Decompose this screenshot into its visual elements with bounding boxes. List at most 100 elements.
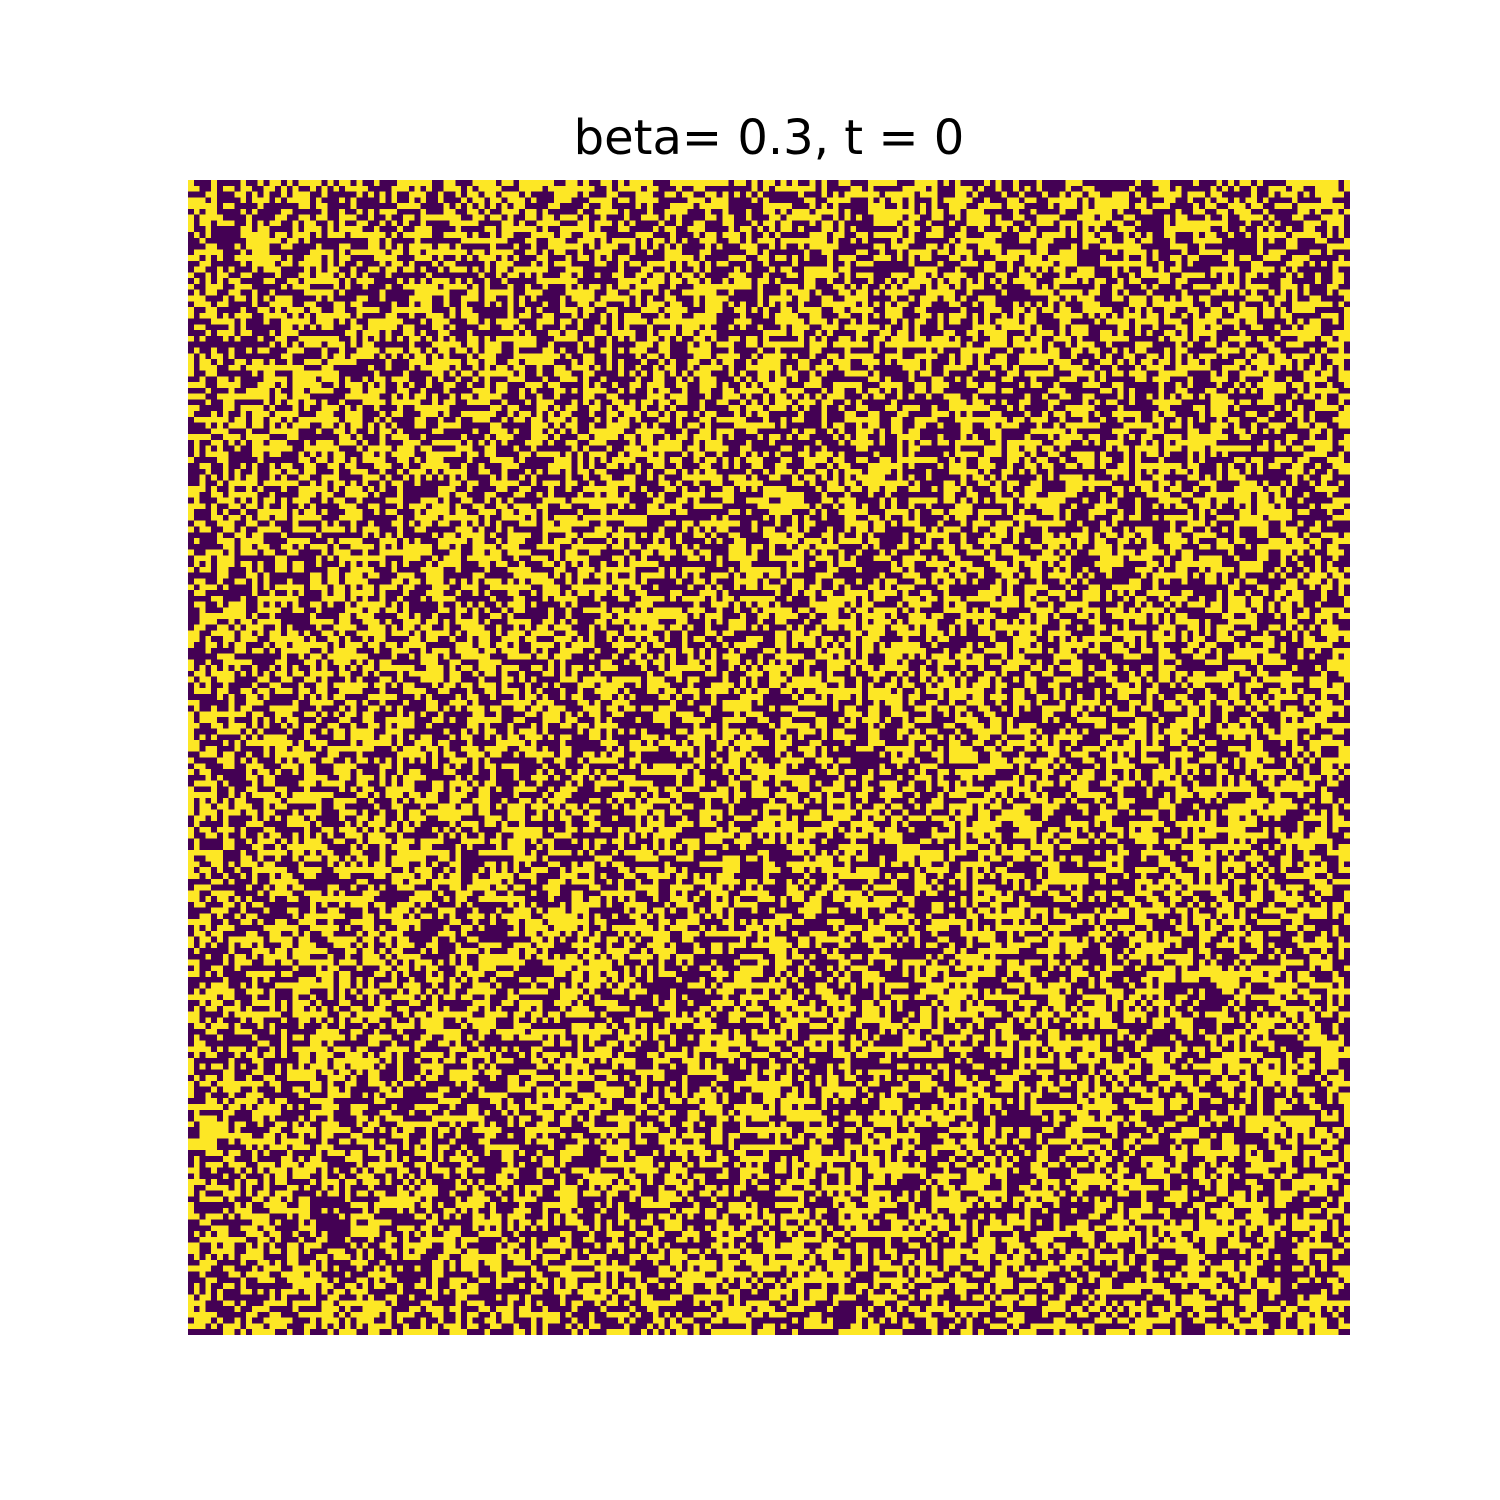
heatmap-cell <box>670 722 694 729</box>
heatmap-cell <box>670 434 677 440</box>
heatmap-cell <box>478 451 485 458</box>
heatmap-cell <box>699 480 711 487</box>
heatmap-cell <box>728 197 752 204</box>
heatmap-cell <box>641 289 653 296</box>
heatmap-cell <box>426 359 433 365</box>
heatmap-cell <box>304 607 316 614</box>
heatmap-cell <box>861 549 880 556</box>
heatmap-cell <box>716 722 723 729</box>
heatmap-cell <box>1117 474 1124 481</box>
heatmap-cell <box>1030 659 1037 666</box>
heatmap-cell <box>280 451 299 458</box>
heatmap-cell <box>240 503 247 510</box>
heatmap-cell <box>925 613 932 619</box>
heatmap-cell <box>188 613 200 619</box>
heatmap-cell <box>455 208 467 215</box>
heatmap-cell <box>960 180 984 186</box>
heatmap-cell <box>716 514 723 521</box>
heatmap-cell <box>1007 693 1014 700</box>
heatmap-cell <box>315 376 322 383</box>
heatmap-cell <box>769 451 775 458</box>
heatmap-cell <box>1030 185 1037 192</box>
heatmap-cell <box>902 255 909 261</box>
heatmap-cell <box>1047 717 1054 723</box>
heatmap-cell <box>641 353 647 360</box>
heatmap-cell <box>1013 486 1025 492</box>
heatmap-cell <box>716 411 735 417</box>
heatmap-cell <box>908 711 926 718</box>
heatmap-cell <box>972 255 996 261</box>
heatmap-cell <box>1291 278 1316 284</box>
heatmap-cell <box>327 208 340 215</box>
heatmap-cell <box>269 249 311 256</box>
heatmap-cell <box>548 266 566 273</box>
heatmap-cell <box>734 428 746 435</box>
heatmap-cell <box>943 509 950 515</box>
heatmap-cell <box>815 370 822 377</box>
heatmap-cell <box>507 474 520 481</box>
heatmap-cell <box>577 330 595 336</box>
heatmap-cell <box>449 503 456 510</box>
heatmap-cell <box>1262 260 1287 267</box>
heatmap-cell <box>798 642 804 648</box>
heatmap-cell <box>617 191 636 198</box>
heatmap-cell <box>234 520 247 527</box>
heatmap-cell <box>1129 266 1141 273</box>
heatmap-cell <box>757 451 764 458</box>
heatmap-cell <box>670 341 688 348</box>
heatmap-cell <box>803 734 822 741</box>
heatmap-cell <box>217 180 241 186</box>
heatmap-cell <box>286 509 293 515</box>
heatmap-cell <box>763 301 769 308</box>
heatmap-cell <box>769 185 775 192</box>
heatmap-cell <box>536 387 555 394</box>
heatmap-cell <box>896 497 909 504</box>
heatmap-cell <box>832 399 845 406</box>
heatmap-cell <box>1187 370 1211 377</box>
heatmap-cell <box>989 197 1008 204</box>
heatmap-cell <box>1123 393 1130 400</box>
heatmap-cell <box>949 653 955 660</box>
heatmap-cell <box>681 278 688 284</box>
heatmap-cell <box>257 613 270 619</box>
heatmap-cell <box>681 376 688 383</box>
heatmap-cell <box>914 231 926 238</box>
heatmap-cell <box>292 324 299 331</box>
heatmap-cell <box>989 214 996 221</box>
heatmap-cell <box>1158 318 1165 325</box>
heatmap-cell <box>333 260 340 267</box>
heatmap-cell <box>710 249 746 256</box>
heatmap-cell <box>339 520 351 527</box>
heatmap-cell <box>1257 728 1263 735</box>
heatmap-cell <box>1042 439 1054 446</box>
heatmap-cell <box>484 532 491 539</box>
heatmap-cell <box>327 353 334 360</box>
heatmap-cell <box>780 214 787 221</box>
heatmap-cell <box>1076 728 1083 735</box>
heatmap-cell <box>1071 561 1095 567</box>
heatmap-cell <box>612 538 618 544</box>
heatmap-cell <box>577 532 584 539</box>
heatmap-cell <box>670 399 677 406</box>
heatmap-cell <box>908 624 915 631</box>
heatmap-cell <box>1135 636 1141 642</box>
heatmap-cell <box>763 618 775 625</box>
heatmap-cell <box>1332 613 1339 619</box>
heatmap-cell <box>786 243 799 250</box>
heatmap-cell <box>490 497 496 504</box>
heatmap-cell <box>1233 670 1240 677</box>
heatmap-cell <box>1094 486 1112 492</box>
heatmap-cell <box>1175 231 1194 238</box>
heatmap-cell <box>1123 434 1130 440</box>
heatmap-cell <box>1146 295 1153 302</box>
heatmap-cell <box>885 630 897 637</box>
heatmap-cell <box>1332 561 1350 567</box>
heatmap-cell <box>838 474 845 481</box>
heatmap-cell <box>850 474 857 481</box>
heatmap-cell <box>681 301 694 308</box>
heatmap-cell <box>1059 613 1077 619</box>
heatmap-cell <box>548 538 555 544</box>
heatmap-cell <box>286 566 293 573</box>
heatmap-cell <box>745 543 752 550</box>
heatmap-cell <box>803 330 816 336</box>
